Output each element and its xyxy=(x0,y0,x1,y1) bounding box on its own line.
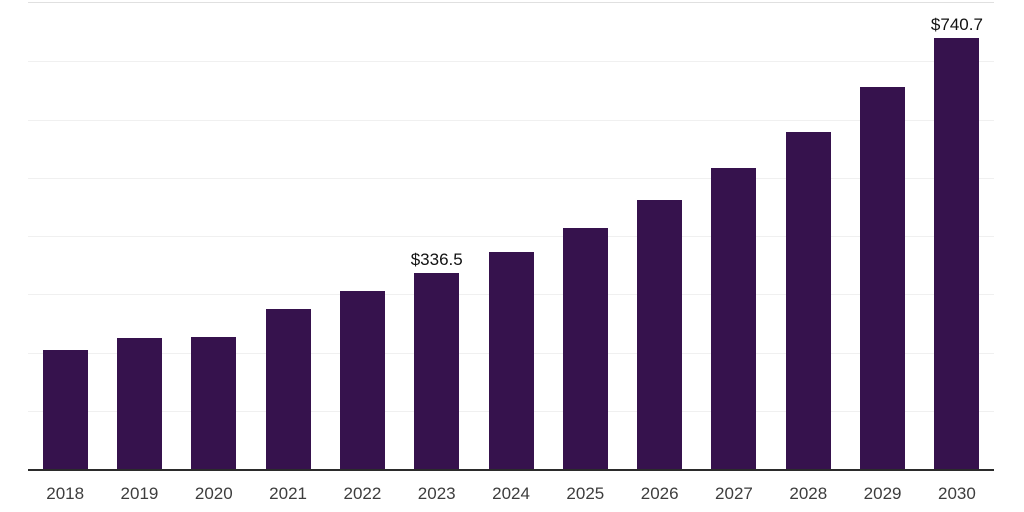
bar-slot-2018 xyxy=(28,3,102,469)
bar-2024 xyxy=(488,252,534,469)
bar-slot-2026 xyxy=(623,3,697,469)
gridline-400 xyxy=(28,236,994,237)
bar-slot-2020 xyxy=(177,3,251,469)
x-tick-label-2026: 2026 xyxy=(640,484,679,503)
bar-slot-2022 xyxy=(325,3,399,469)
bar-2027 xyxy=(711,167,757,469)
x-tick-label-2019: 2019 xyxy=(120,484,159,503)
bar-2030 xyxy=(934,37,980,469)
x-axis-line xyxy=(28,469,994,471)
x-tick-label-2020: 2020 xyxy=(194,484,233,503)
x-tick-label-2022: 2022 xyxy=(343,484,382,503)
x-tick-label-2028: 2028 xyxy=(789,484,828,503)
gridline-600 xyxy=(28,119,994,121)
x-tick-label-2025: 2025 xyxy=(566,484,605,503)
plot-area: $336.5 $740.7 xyxy=(28,2,994,471)
bars-container: $336.5 $740.7 xyxy=(28,3,994,469)
bar-2026 xyxy=(637,199,683,469)
gridline-500 xyxy=(28,177,994,179)
x-tick-label-2024: 2024 xyxy=(492,484,530,503)
bar-2025 xyxy=(562,227,608,469)
bar-2021 xyxy=(265,308,311,469)
x-tick-label-2029: 2029 xyxy=(863,484,902,503)
bar-slot-2030: $740.7 xyxy=(920,3,994,469)
bar-2023 xyxy=(414,273,460,469)
bar-2020 xyxy=(191,337,237,469)
bar-slot-2025 xyxy=(548,3,622,469)
x-tick-label-2018: 2018 xyxy=(46,484,85,503)
bar-slot-2029 xyxy=(845,3,919,469)
bar-2022 xyxy=(339,291,385,469)
bar-slot-2019 xyxy=(102,3,176,469)
x-tick-label-2027: 2027 xyxy=(715,484,753,503)
x-tick-label-2021: 2021 xyxy=(269,484,307,503)
bar-value-label-2023: $336.5 xyxy=(410,250,463,269)
bar-slot-2028 xyxy=(771,3,845,469)
x-axis-labels: 2018 2019 2020 2021 2022 2023 2024 2025 2026 2027… xyxy=(28,484,994,504)
bar-2018 xyxy=(42,350,88,469)
bar-slot-2021 xyxy=(251,3,325,469)
bar-2019 xyxy=(116,337,162,469)
x-tick-label-2023: 2023 xyxy=(417,484,456,503)
bar-2028 xyxy=(785,132,831,469)
bar-2029 xyxy=(860,87,906,469)
x-tick-label-2030: 2030 xyxy=(937,484,976,503)
bar-value-label-2030: $740.7 xyxy=(930,14,983,34)
bar-slot-2024 xyxy=(474,3,548,469)
bar-slot-2027 xyxy=(697,3,771,469)
bar-slot-2023: $336.5 xyxy=(400,3,474,469)
gridline-700 xyxy=(28,61,994,63)
